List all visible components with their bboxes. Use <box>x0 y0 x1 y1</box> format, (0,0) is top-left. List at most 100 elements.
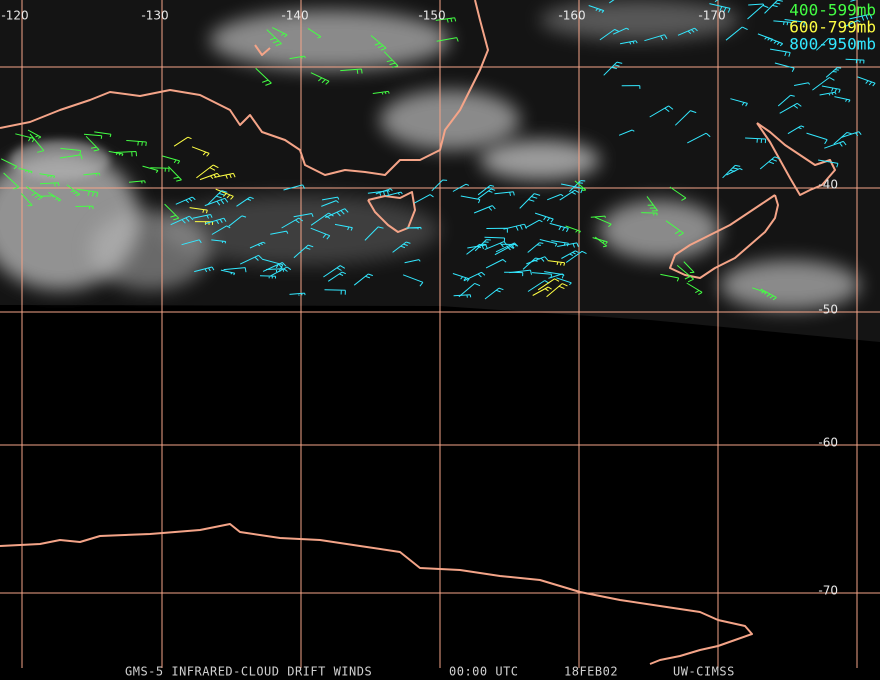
wind-barb <box>677 27 698 36</box>
wind-barb <box>646 196 659 212</box>
wind-barb <box>75 205 94 210</box>
wind-barb <box>15 133 35 143</box>
wind-barb <box>460 195 481 204</box>
wind-barb <box>289 292 306 296</box>
wind-barb <box>194 221 214 225</box>
wind-barb <box>150 167 170 172</box>
legend-entry: 400-599mb <box>789 1 876 20</box>
wind-barb <box>142 165 159 174</box>
wind-barb <box>404 259 421 264</box>
wind-barb <box>527 242 544 253</box>
wind-barb <box>372 90 390 95</box>
clouds <box>0 0 860 310</box>
wind-barb <box>779 102 802 114</box>
wind-barb <box>463 271 486 282</box>
wind-barb <box>766 36 784 47</box>
wind-barb <box>546 283 568 298</box>
wind-barb <box>214 172 236 179</box>
wind-barb <box>307 27 322 39</box>
wind-barb <box>281 217 304 229</box>
wind-barb <box>757 33 774 42</box>
wind-barb <box>189 207 208 214</box>
wind-barb <box>170 215 194 226</box>
wind-barb <box>676 265 695 283</box>
wind-barb <box>293 244 314 259</box>
wind-barb <box>453 294 472 298</box>
wind-barb <box>39 195 55 198</box>
wind-barb <box>486 227 508 233</box>
wind-barb <box>590 215 606 218</box>
wind-barb <box>485 259 507 269</box>
wind-barbs <box>0 0 876 301</box>
australia-coast <box>0 0 489 176</box>
longitude-label: -140 <box>281 9 308 23</box>
wind-barb <box>612 27 630 35</box>
wind-barb <box>364 226 384 241</box>
latitude-label: -40 <box>818 178 838 192</box>
wind-barb <box>532 272 553 279</box>
footer-text: GMS-5 INFRARED-CLOUD DRIFT WINDS <box>125 665 372 679</box>
wind-barb <box>551 240 569 247</box>
wind-barb <box>547 193 564 201</box>
wind-barb <box>322 196 340 201</box>
wind-barb <box>293 213 314 218</box>
wind-barb <box>215 188 234 200</box>
wind-barb <box>289 55 306 60</box>
legend-entry: 600-799mb <box>789 18 876 37</box>
wind-barb <box>29 133 45 153</box>
wind-barb <box>0 158 18 170</box>
wind-barb <box>220 269 236 276</box>
wind-barb <box>504 271 524 277</box>
wind-barb <box>592 237 608 245</box>
wind-barb <box>108 150 124 157</box>
wind-barb <box>392 241 411 253</box>
wind-barb <box>534 212 554 223</box>
wind-barb <box>569 180 586 192</box>
wind-barb <box>199 172 221 181</box>
wind-barb <box>323 265 346 278</box>
wind-barb <box>774 62 795 73</box>
wind-barb <box>825 67 842 78</box>
wind-barb <box>816 38 834 51</box>
wind-barb <box>126 140 147 147</box>
wind-barb <box>683 261 695 274</box>
wind-barb <box>537 278 560 291</box>
wind-barb <box>228 215 247 227</box>
wind-barb <box>477 184 495 196</box>
nz-south-coast <box>669 194 779 279</box>
wind-barb <box>557 242 579 248</box>
wind-barb <box>431 179 448 192</box>
wind-barb <box>599 28 620 41</box>
wind-barb <box>173 136 192 147</box>
wind-barb <box>128 180 146 184</box>
wind-barb <box>819 91 837 96</box>
wind-barb <box>83 133 103 139</box>
wind-barb <box>204 197 229 207</box>
wind-barb <box>168 166 182 182</box>
wind-barb <box>594 216 612 228</box>
wind-barb <box>283 184 306 191</box>
wind-barb <box>526 256 549 265</box>
wind-barb <box>194 266 215 273</box>
wind-barb <box>494 245 514 256</box>
wind-barb <box>414 194 434 204</box>
wind-barb <box>27 129 42 139</box>
wind-barb <box>164 203 180 221</box>
wind-barb <box>547 260 566 266</box>
wind-barb <box>726 167 743 176</box>
wind-barb <box>747 4 769 20</box>
wind-barb <box>310 72 330 85</box>
wind-barb <box>48 192 62 202</box>
wind-barb <box>211 239 227 244</box>
wind-barb <box>850 0 857 2</box>
wind-barb <box>843 19 861 28</box>
wind-barb <box>59 154 83 160</box>
wind-barb <box>525 219 543 229</box>
wind-barb <box>60 147 82 155</box>
wind-barb <box>621 85 641 89</box>
antarctica-coast <box>0 523 753 665</box>
wind-barb <box>812 77 835 91</box>
wind-barb <box>353 273 373 286</box>
footer-text: 18FEB02 <box>564 665 618 679</box>
